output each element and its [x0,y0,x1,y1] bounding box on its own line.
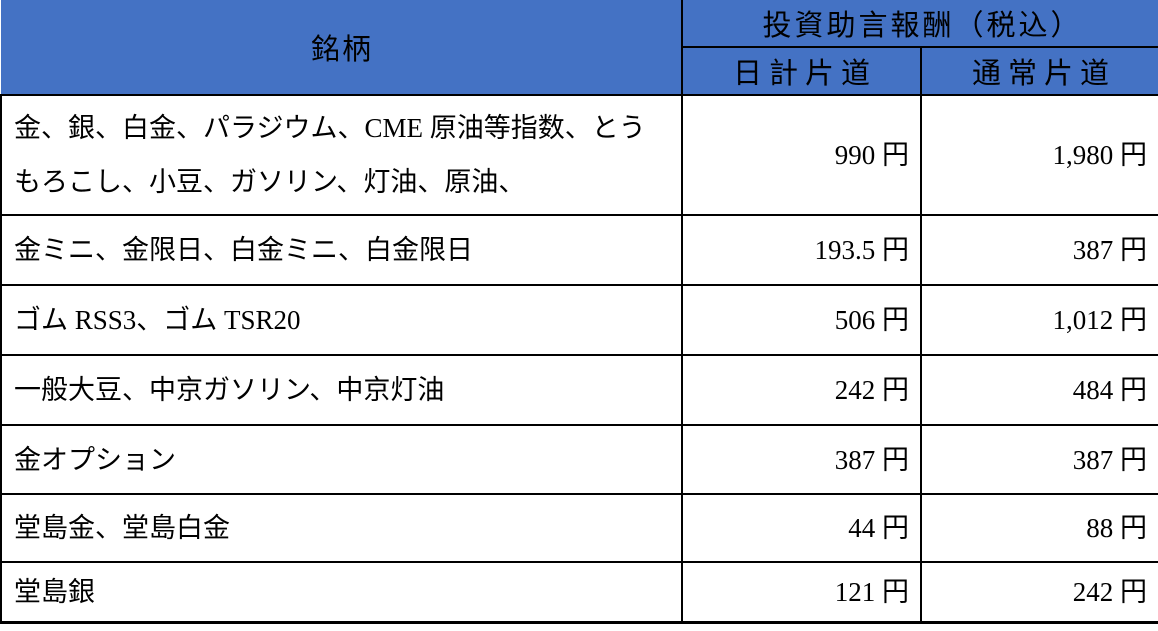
header-row-top: 銘柄 投資助言報酬（税込） [1,0,1158,96]
normal-fee-cell: 1,980 円 [919,94,1158,216]
header-fee-group: 投資助言報酬（税込） [680,0,1158,48]
normal-fee-cell: 387 円 [919,424,1158,495]
header-instrument-column: 銘柄 [1,0,683,96]
table-row: 堂島金、堂島白金 44 円 88 円 [0,493,1158,563]
daytrade-fee-cell: 193.5 円 [681,214,922,286]
daytrade-fee-cell: 387 円 [681,424,922,495]
table-row: 堂島銀 121 円 242 円 [0,561,1158,624]
table-row: ゴム RSS3、ゴム TSR20 506 円 1,012 円 [0,284,1158,356]
instrument-cell: 金オプション [0,424,683,495]
instrument-cell: 堂島金、堂島白金 [0,493,683,563]
normal-fee-cell: 242 円 [919,561,1158,624]
table-row: 金オプション 387 円 387 円 [0,424,1158,495]
table-row: 一般大豆、中京ガソリン、中京灯油 242 円 484 円 [0,354,1158,426]
daytrade-fee-cell: 506 円 [681,284,922,356]
header-daytrade-oneway: 日計片道 [681,46,922,96]
normal-fee-cell: 88 円 [919,493,1158,563]
header-normal-oneway: 通常片道 [919,46,1158,96]
instrument-cell: 一般大豆、中京ガソリン、中京灯油 [0,354,683,426]
instrument-cell: 金、銀、白金、パラジウム、CME 原油等指数、とうもろこし、小豆、ガソリン、灯油… [0,94,683,216]
table-body: 金、銀、白金、パラジウム、CME 原油等指数、とうもろこし、小豆、ガソリン、灯油… [0,94,1158,624]
header-row-sub: 日計片道 通常片道 [1,46,1158,96]
table-row: 金、銀、白金、パラジウム、CME 原油等指数、とうもろこし、小豆、ガソリン、灯油… [0,94,1158,216]
daytrade-fee-cell: 242 円 [681,354,922,426]
table-header: 銘柄 投資助言報酬（税込） 日計片道 通常片道 [1,0,1158,96]
instrument-cell: ゴム RSS3、ゴム TSR20 [0,284,683,356]
daytrade-fee-cell: 44 円 [681,493,922,563]
daytrade-fee-cell: 121 円 [681,561,922,624]
instrument-cell: 金ミニ、金限日、白金ミニ、白金限日 [0,214,683,286]
normal-fee-cell: 1,012 円 [919,284,1158,356]
daytrade-fee-cell: 990 円 [681,94,922,216]
normal-fee-cell: 387 円 [919,214,1158,286]
instrument-cell: 堂島銀 [0,561,683,624]
normal-fee-cell: 484 円 [919,354,1158,426]
table-row: 金ミニ、金限日、白金ミニ、白金限日 193.5 円 387 円 [0,214,1158,286]
